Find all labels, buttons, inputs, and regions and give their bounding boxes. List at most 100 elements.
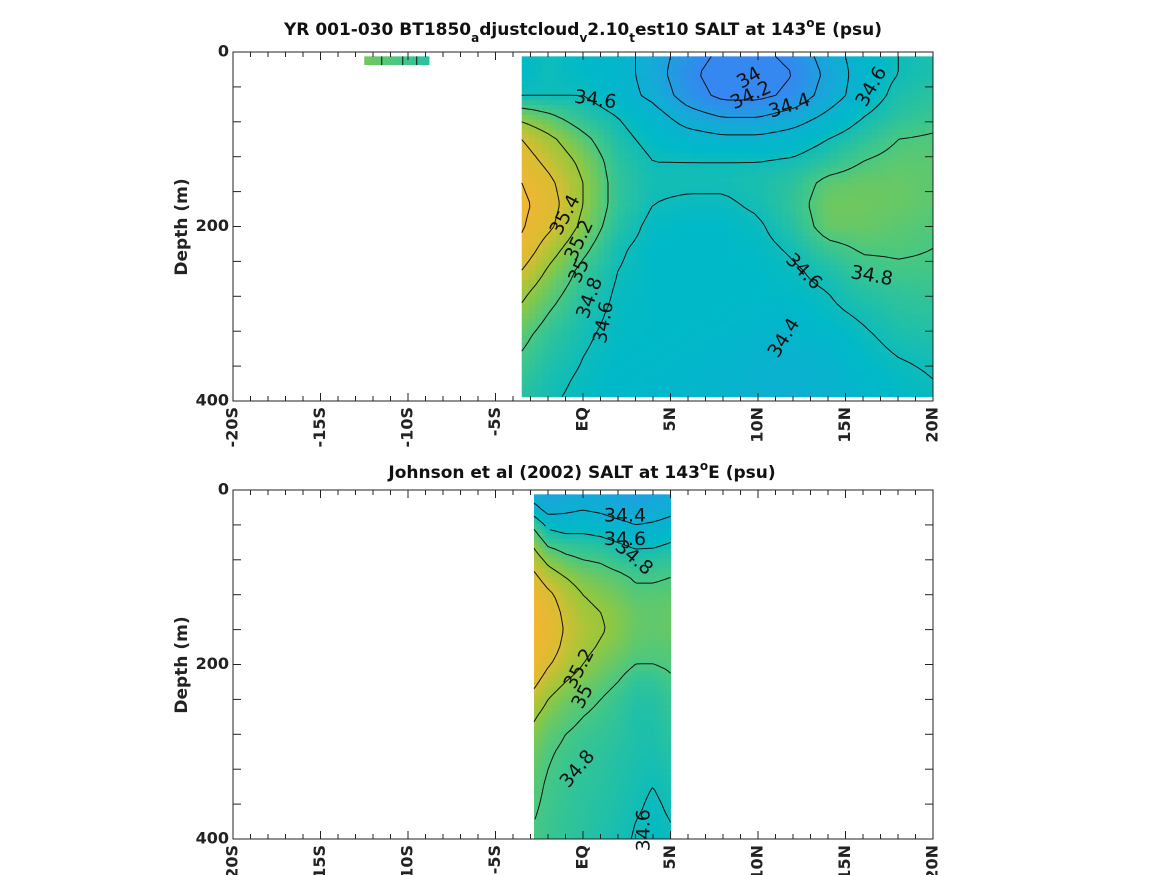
field-cell [871,80,879,87]
field-cell [768,275,776,281]
field-cell [542,158,550,164]
field-cell [713,143,722,150]
field-cell [789,129,797,135]
field-cell [610,211,619,218]
field-cell [650,509,653,515]
field-cell [645,231,653,237]
field-cell [521,153,530,160]
field-cell [617,289,626,296]
field-cell [631,333,639,339]
field-cell [638,245,646,252]
field-cell [650,533,653,540]
field-cell [638,231,646,237]
field-cell [823,270,831,276]
field-cell [926,211,933,218]
field-cell [727,236,735,242]
field-cell [658,192,667,198]
field-cell [538,528,542,535]
field-cell [627,533,631,540]
field-cell [885,221,893,228]
field-cell [768,177,776,184]
field-cell [857,66,866,72]
field-cell [535,226,543,232]
field-cell [521,70,530,77]
field-cell [754,187,763,194]
field-cell [761,148,770,155]
field-cell [843,100,852,106]
field-cell [638,372,646,378]
field-cell [926,70,933,77]
field-cell [830,148,838,155]
field-cell [658,134,667,140]
field-cell [775,104,783,111]
field-cell [747,333,756,339]
field-cell [604,538,608,545]
field-cell [556,202,564,208]
field-cell [631,367,639,373]
field-cell [569,348,578,354]
field-cell [549,216,557,223]
field-cell [727,80,735,87]
field-cell [789,104,797,111]
field-cell [624,294,633,301]
field-cell [837,226,845,232]
field-cell [593,518,597,525]
field-cell [871,362,879,369]
field-cell [658,309,667,315]
field-cell [588,504,592,510]
field-cell [823,134,831,140]
field-cell [898,80,907,87]
field-cell [556,158,564,164]
surface-strip-cell [418,56,425,66]
field-cell [672,100,680,106]
field-cell [747,143,756,150]
field-cell [706,85,715,91]
field-cell [741,109,749,116]
field-cell [754,275,763,281]
field-cell [528,309,537,315]
field-cell [789,148,797,155]
field-cell [706,104,715,111]
field-cell [665,275,674,281]
field-cell [891,158,900,164]
field-cell [878,362,886,369]
field-cell [534,509,537,515]
field-cell [843,226,852,232]
field-cell [521,207,530,213]
field-cell [631,289,639,296]
field-cell [638,187,646,194]
field-cell [556,284,564,291]
field-cell [720,236,728,242]
field-cell [919,348,927,354]
field-cell [547,543,551,550]
field-cell [905,134,914,140]
field-cell [782,177,790,184]
field-cell [823,148,831,155]
field-cell [741,352,749,359]
field-cell [604,523,608,530]
field-cell [754,221,763,228]
field-cell [665,95,674,101]
field-cell [579,509,583,515]
field-cell [912,241,920,247]
field-cell [574,494,578,500]
field-cell [583,182,591,189]
field-cell [864,377,872,383]
field-cell [536,543,540,550]
field-cell [864,143,872,150]
field-cell [636,538,640,545]
field-cell [617,260,626,266]
field-cell [912,158,920,164]
field-cell [789,318,797,325]
field-cell [830,168,838,174]
field-cell [645,134,653,140]
field-cell [597,538,601,545]
field-cell [830,352,838,359]
top-contour-lines [521,56,933,397]
field-cell [568,543,571,550]
field-cell [590,494,594,500]
field-cell [686,309,694,315]
field-cell [878,279,886,286]
field-cell [693,313,701,320]
field-cell [795,90,804,96]
